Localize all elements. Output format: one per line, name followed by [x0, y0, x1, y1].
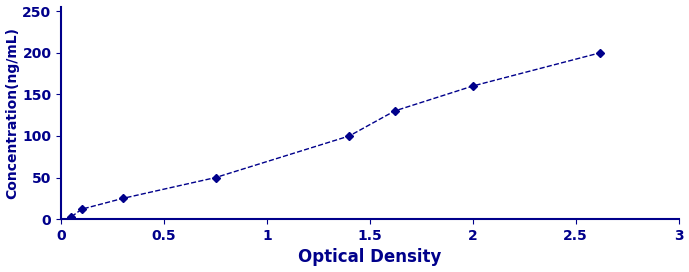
Y-axis label: Concentration(ng/mL): Concentration(ng/mL)	[6, 27, 19, 199]
X-axis label: Optical Density: Optical Density	[298, 248, 442, 267]
